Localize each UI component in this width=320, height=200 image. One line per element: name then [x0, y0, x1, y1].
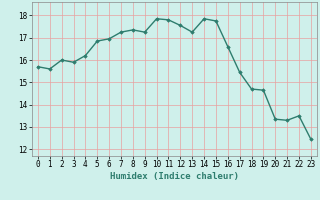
X-axis label: Humidex (Indice chaleur): Humidex (Indice chaleur) — [110, 172, 239, 181]
